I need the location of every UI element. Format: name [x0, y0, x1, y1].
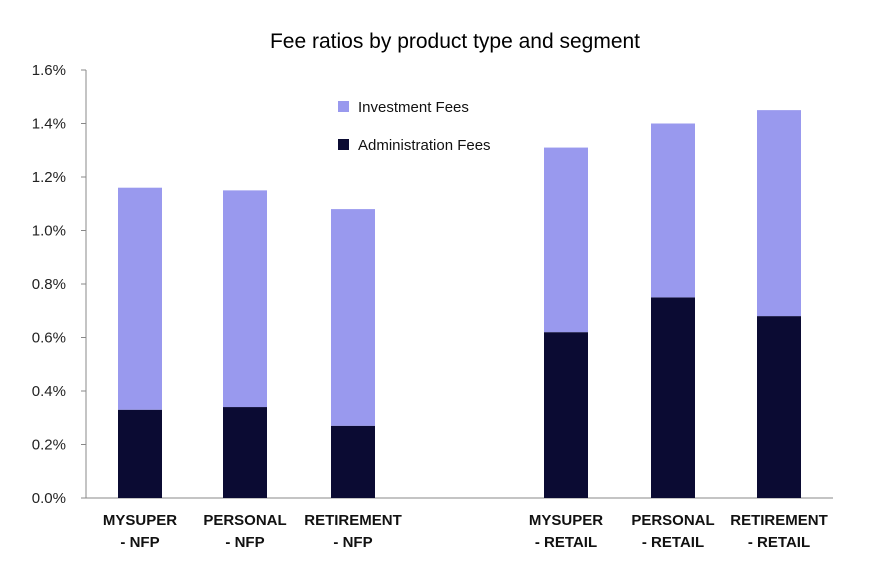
bar-administration-fees	[223, 407, 267, 498]
bar-administration-fees	[544, 332, 588, 498]
bar-investment-fees	[757, 110, 801, 317]
legend-label: Investment Fees	[358, 99, 469, 116]
bar-administration-fees	[757, 316, 801, 498]
y-tick-label: 0.2%	[32, 437, 66, 454]
y-tick-label: 0.4%	[32, 383, 66, 400]
bars	[118, 110, 801, 498]
bar-investment-fees	[118, 187, 162, 410]
x-category-label: MYSUPER	[103, 512, 177, 529]
x-category-label: RETIREMENT	[730, 512, 828, 529]
x-category-label: - RETAIL	[642, 534, 704, 551]
y-tick-label: 1.2%	[32, 169, 66, 186]
y-tick-labels: 0.0% 0.2% 0.4% 0.6% 0.8% 1.0% 1.2% 1.4% 1.6%	[32, 62, 66, 507]
x-category-label: PERSONAL	[203, 512, 286, 529]
legend-label: Administration Fees	[358, 137, 491, 154]
legend: Investment Fees Administration Fees	[338, 99, 491, 154]
bar-administration-fees	[651, 297, 695, 498]
bar-administration-fees	[331, 425, 375, 498]
bar-investment-fees	[331, 209, 375, 426]
y-tick-label: 1.0%	[32, 223, 66, 240]
x-category-label: PERSONAL	[631, 512, 714, 529]
y-tick-label: 0.8%	[32, 276, 66, 293]
x-category-label: - RETAIL	[535, 534, 597, 551]
legend-swatch	[338, 139, 349, 150]
y-tick-label: 0.0%	[32, 490, 66, 507]
bar-investment-fees	[544, 147, 588, 333]
x-category-label: - RETAIL	[748, 534, 810, 551]
chart-title: Fee ratios by product type and segment	[270, 30, 640, 53]
bar-investment-fees	[223, 190, 267, 408]
x-category-label: - NFP	[333, 534, 372, 551]
bar-investment-fees	[651, 123, 695, 298]
legend-swatch	[338, 101, 349, 112]
x-category-label: RETIREMENT	[304, 512, 402, 529]
axes	[81, 69, 833, 499]
y-tick-label: 0.6%	[32, 330, 66, 347]
x-category-label: - NFP	[225, 534, 264, 551]
bar-administration-fees	[118, 409, 162, 498]
x-category-label: MYSUPER	[529, 512, 603, 529]
category-labels: MYSUPER - NFP PERSONAL - NFP RETIREMENT - NFP…	[103, 512, 828, 551]
y-tick-label: 1.4%	[32, 116, 66, 133]
y-tick-label: 1.6%	[32, 62, 66, 79]
x-category-label: - NFP	[120, 534, 159, 551]
